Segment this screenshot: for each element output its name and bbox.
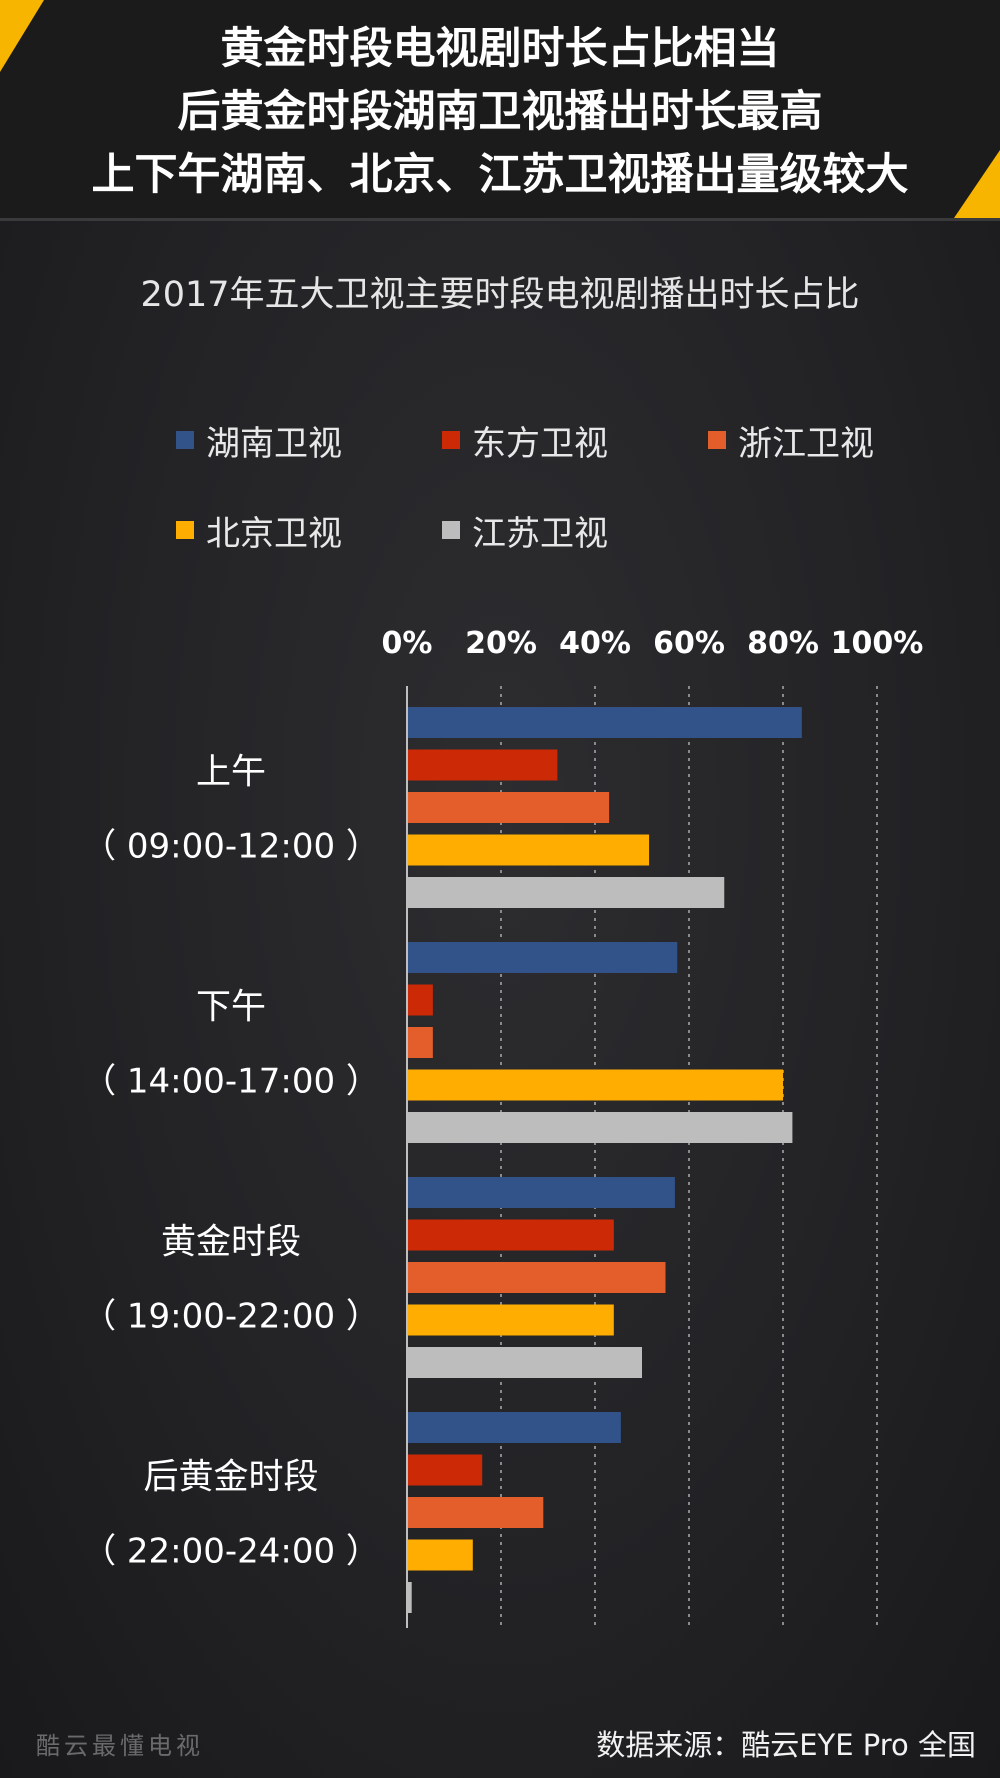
category-label: 上午 [196, 753, 266, 793]
legend-swatch [176, 521, 194, 539]
bar [407, 749, 558, 781]
bar [407, 1304, 614, 1336]
bar [407, 1454, 483, 1486]
bar [407, 1069, 783, 1101]
bar [407, 1347, 642, 1378]
legend-label: 浙江卫视 [738, 423, 874, 464]
bar [407, 984, 433, 1016]
legend-item-hunan: 湖南卫视 [176, 420, 342, 464]
bar-chart: 0% 20% 40% 60% 80% 100% 上午 （ 09:00-12:00 ） 下午 （ 1… [82, 626, 924, 1628]
bar [407, 1112, 793, 1143]
legend-item-jiangsu: 江苏卫视 [442, 510, 608, 554]
x-tick-label: 80% [747, 626, 819, 661]
category-label: 黄金时段 [161, 1223, 301, 1263]
bar [407, 942, 678, 973]
bar [407, 792, 610, 823]
bar [407, 1412, 621, 1443]
legend-swatch [442, 431, 460, 449]
bar [407, 1177, 675, 1208]
bar [407, 834, 650, 866]
bar [407, 1582, 412, 1613]
data-source: 数据来源：酷云EYE Pro 全国 [596, 1728, 976, 1762]
legend-swatch [176, 431, 194, 449]
x-tick-label: 20% [465, 626, 537, 661]
x-tick-label: 100% [831, 626, 924, 661]
legend-swatch [442, 521, 460, 539]
category-range-label: （ 09:00-12:00 ） [82, 827, 380, 867]
headline-line-3: 上下午湖南、北京、江苏卫视播出量级较大 [91, 150, 909, 200]
corner-accent-top-left [0, 0, 44, 72]
legend-label: 湖南卫视 [206, 423, 342, 464]
headline: 黄金时段电视剧时长占比相当 后黄金时段湖南卫视播出时长最高 上下午湖南、北京、江… [0, 18, 1000, 207]
corner-accent-bottom-right [954, 150, 1000, 218]
category-range-label: （ 19:00-22:00 ） [82, 1297, 380, 1337]
bar [407, 1262, 666, 1293]
bar [407, 1027, 433, 1058]
legend-label: 东方卫视 [472, 423, 608, 464]
legend-label: 北京卫视 [206, 513, 342, 554]
legend-item-dongfang: 东方卫视 [442, 420, 608, 464]
x-tick-label: 0% [382, 626, 433, 661]
bar [407, 1539, 473, 1571]
legend-item-beijing: 北京卫视 [176, 510, 342, 554]
category-label: 后黄金时段 [143, 1458, 318, 1498]
brand-watermark: 酷云最懂电视 [36, 1732, 204, 1760]
x-tick-label: 40% [559, 626, 631, 661]
category-range-label: （ 22:00-24:00 ） [82, 1532, 380, 1572]
legend-swatch [708, 431, 726, 449]
headline-line-2: 后黄金时段湖南卫视播出时长最高 [177, 87, 823, 137]
bar [407, 1497, 544, 1528]
legend-item-zhejiang: 浙江卫视 [708, 420, 874, 464]
legend-label: 江苏卫视 [472, 513, 608, 554]
bar [407, 877, 725, 908]
headline-line-1: 黄金时段电视剧时长占比相当 [220, 24, 780, 74]
chart-title: 2017年五大卫视主要时段电视剧播出时长占比 [140, 275, 860, 315]
bar [407, 707, 802, 738]
category-range-label: （ 14:00-17:00 ） [82, 1062, 380, 1102]
x-tick-label: 60% [653, 626, 725, 661]
category-label: 下午 [196, 988, 266, 1028]
bar [407, 1219, 614, 1251]
header-banner: 黄金时段电视剧时长占比相当 后黄金时段湖南卫视播出时长最高 上下午湖南、北京、江… [0, 0, 1000, 221]
